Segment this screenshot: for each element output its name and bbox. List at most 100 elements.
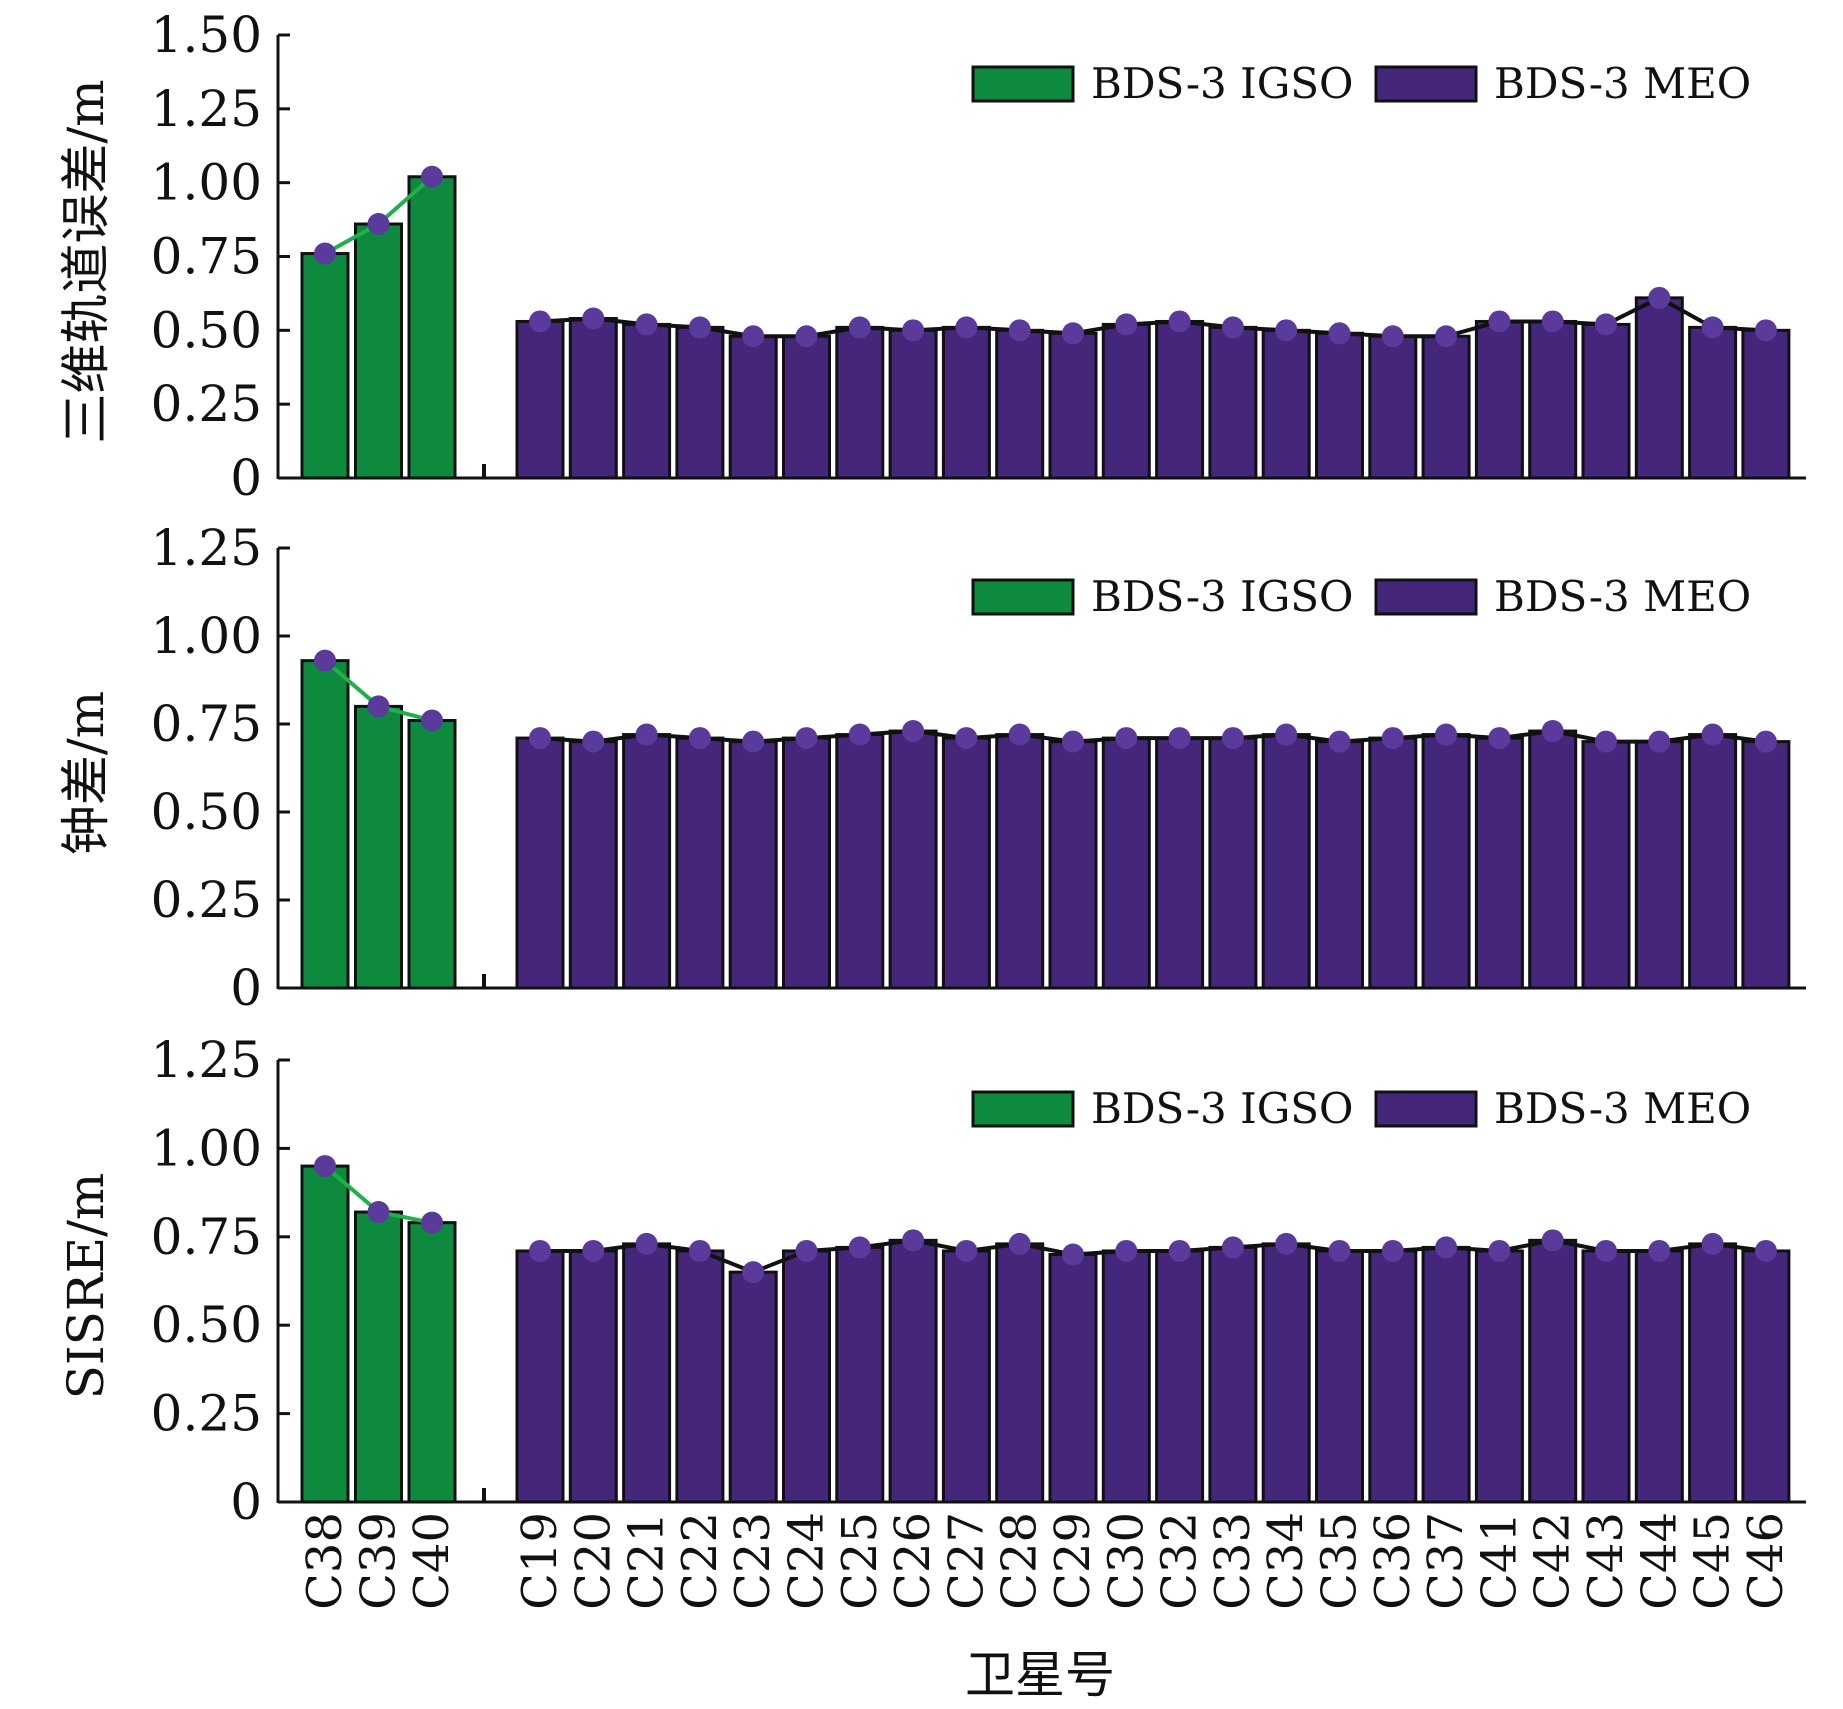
bar-C34 xyxy=(1261,1242,1311,1504)
chart-panels: 0 0.25 0.50 0.75 1.00 1.25 1.50 三维轨道误差/m BDS-3 I… xyxy=(57,6,1806,1531)
x-tick-label-C29: C29 xyxy=(1045,1512,1101,1610)
bar-C35 xyxy=(1315,1249,1364,1504)
point-C30 xyxy=(1115,727,1138,750)
x-tick-label-C33: C33 xyxy=(1205,1512,1261,1610)
x-tick-label-C39: C39 xyxy=(351,1512,407,1610)
point-C34 xyxy=(1275,723,1298,746)
bar-C25 xyxy=(835,325,885,480)
bar-C25 xyxy=(835,1245,885,1504)
bar-C36 xyxy=(1368,334,1418,480)
series-line-meo xyxy=(539,729,1767,744)
x-tick-label-C42: C42 xyxy=(1525,1512,1581,1610)
point-C32 xyxy=(1168,1239,1191,1262)
legend-label: BDS-3 MEO xyxy=(1494,572,1751,621)
y-tick-label: 1.25 xyxy=(151,519,262,577)
y-axis-title: 三维轨道误差/m xyxy=(57,79,115,443)
bar-C35 xyxy=(1315,331,1364,480)
point-C34 xyxy=(1275,319,1298,342)
point-C40 xyxy=(421,1211,443,1234)
bar-C39 xyxy=(354,704,403,990)
legend-label: BDS-3 IGSO xyxy=(1091,59,1353,108)
x-tick-label-C37: C37 xyxy=(1418,1512,1474,1610)
point-C46 xyxy=(1754,319,1777,342)
point-C29 xyxy=(1062,730,1084,753)
y-tick-label: 0 xyxy=(230,449,262,507)
point-C30 xyxy=(1115,313,1138,336)
point-C29 xyxy=(1062,322,1084,345)
bar-C19 xyxy=(515,319,565,480)
point-C35 xyxy=(1328,322,1351,345)
point-C24 xyxy=(795,727,818,750)
point-C39 xyxy=(367,213,390,236)
point-C33 xyxy=(1221,316,1244,339)
point-C36 xyxy=(1381,325,1404,348)
bar-C40 xyxy=(407,1221,457,1504)
bar-C46 xyxy=(1741,1249,1791,1504)
bar-C24 xyxy=(782,334,831,480)
panel-3: 0 0.25 0.50 0.75 1.00 1.25 SISRE/m BDS-3 IGSO BD… xyxy=(57,1031,1806,1531)
y-tick-label: 0.50 xyxy=(151,783,262,841)
x-tick-label-C24: C24 xyxy=(779,1512,835,1610)
bar-C45 xyxy=(1688,325,1738,480)
point-C37 xyxy=(1435,723,1458,746)
point-C42 xyxy=(1541,720,1564,743)
bar-C28 xyxy=(995,1242,1045,1504)
x-tick-label-C36: C36 xyxy=(1365,1512,1421,1610)
point-C44 xyxy=(1648,286,1671,309)
point-C42 xyxy=(1541,310,1564,333)
x-tick-label-C28: C28 xyxy=(992,1512,1048,1610)
x-tick-label-C35: C35 xyxy=(1312,1512,1368,1610)
point-C39 xyxy=(367,1201,390,1224)
point-C38 xyxy=(314,1155,336,1178)
bar-C38 xyxy=(300,1164,350,1504)
legend-swatch xyxy=(971,1090,1075,1128)
point-C43 xyxy=(1595,313,1617,336)
y-tick-label: 1.00 xyxy=(151,154,262,212)
bar-C29 xyxy=(1048,331,1098,480)
point-C20 xyxy=(582,730,605,753)
y-axis-title: SISRE/m xyxy=(57,1173,115,1400)
bar-C40 xyxy=(407,175,457,480)
bar-C39 xyxy=(354,1210,403,1504)
bar-C22 xyxy=(675,736,725,990)
x-tick-label-C23: C23 xyxy=(725,1512,781,1610)
bar-C30 xyxy=(1101,322,1151,480)
point-C24 xyxy=(795,1239,818,1262)
bar-C41 xyxy=(1474,319,1524,480)
point-C38 xyxy=(314,242,336,265)
point-C27 xyxy=(955,316,978,339)
bar-C29 xyxy=(1048,1252,1098,1504)
bar-C29 xyxy=(1048,740,1098,990)
bar-C44 xyxy=(1634,1249,1684,1504)
bar-C20 xyxy=(568,1249,618,1504)
x-tick-label-C34: C34 xyxy=(1258,1512,1314,1610)
x-tick-label-C20: C20 xyxy=(565,1512,621,1610)
bar-C30 xyxy=(1101,736,1151,990)
bar-C32 xyxy=(1155,1249,1205,1504)
y-tick-label: 0.50 xyxy=(151,1296,262,1354)
point-C39 xyxy=(367,695,390,718)
legend-swatch xyxy=(1374,578,1478,616)
point-C19 xyxy=(529,1239,551,1262)
point-C40 xyxy=(421,165,443,188)
y-tick-label: 1.25 xyxy=(151,80,262,138)
y-tick-label: 0.25 xyxy=(151,375,262,433)
point-C28 xyxy=(1008,319,1031,342)
bar-C28 xyxy=(995,328,1045,480)
point-C33 xyxy=(1221,727,1244,750)
bar-C41 xyxy=(1474,1249,1524,1504)
bar-C45 xyxy=(1688,733,1738,990)
bar-C35 xyxy=(1315,740,1364,990)
bar-C36 xyxy=(1368,1249,1418,1504)
point-C43 xyxy=(1595,730,1617,753)
bar-C24 xyxy=(782,736,831,990)
panel-2: 0 0.25 0.50 0.75 1.00 1.25 钟差/m BDS-3 IGSO BDS-3… xyxy=(57,519,1806,1017)
y-tick-label: 0.75 xyxy=(151,1208,262,1266)
x-tick-label-C25: C25 xyxy=(832,1512,888,1610)
x-tick-label-C30: C30 xyxy=(1098,1512,1154,1610)
bar-C43 xyxy=(1581,740,1631,990)
x-tick-label-C40: C40 xyxy=(404,1512,460,1610)
bar-C46 xyxy=(1741,740,1791,990)
y-tick-label: 1.00 xyxy=(151,607,262,665)
